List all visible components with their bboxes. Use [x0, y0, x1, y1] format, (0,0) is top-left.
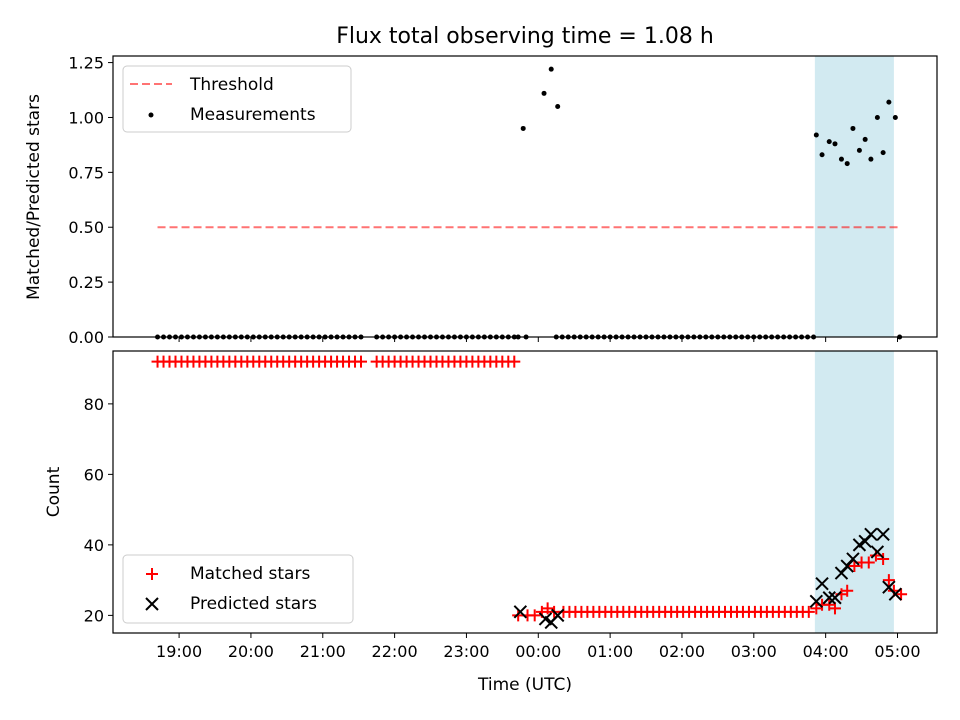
- measurement-point: [892, 114, 898, 120]
- x-tick-label: 04:00: [803, 642, 849, 661]
- highlight-span: [814, 56, 894, 337]
- legend-matched-label: Matched stars: [190, 564, 310, 584]
- x-tick-label: 01:00: [587, 642, 633, 661]
- x-tick-label: 00:00: [515, 642, 561, 661]
- y-tick-label: 80: [84, 395, 104, 414]
- measurement-point: [548, 66, 554, 72]
- legend-matched-marker: [146, 568, 158, 580]
- predicted-star-point: [876, 527, 890, 542]
- bottom-legend: Matched stars Predicted stars: [122, 554, 354, 624]
- measurement-point: [868, 156, 874, 162]
- top-axes-frame: [112, 55, 938, 338]
- top-axes: 0.00 0.25 0.50 0.75 1.00 1.25: [68, 54, 938, 347]
- matched-star-point: [895, 588, 908, 601]
- predicted-star-point: [822, 591, 836, 605]
- y-tick-label: 20: [84, 606, 104, 625]
- chart-title: Flux total observing time = 1.08 h: [336, 24, 714, 49]
- y-tick-label: 0.00: [68, 328, 104, 347]
- matched-star-point: [508, 355, 521, 368]
- x-tick-label: 19:00: [156, 642, 202, 661]
- matched-star-point: [802, 605, 815, 618]
- predicted-star-point: [828, 591, 842, 605]
- measurement-point: [838, 156, 844, 162]
- predicted-star-point: [864, 527, 878, 542]
- measurement-point: [880, 150, 886, 156]
- bottom-axes-frame: [112, 350, 938, 634]
- measurement-point: [541, 90, 547, 96]
- measurement-point: [886, 99, 892, 105]
- x-tick-label: 21:00: [300, 642, 346, 661]
- measurement-point: [844, 161, 850, 167]
- y-tick-label: 0.25: [68, 273, 104, 292]
- predicted-star-point: [815, 576, 829, 591]
- bottom-axes: 20 40 60 80 19:00 20:00 21:00 22:00 23:00 00:00 01…: [84, 350, 938, 661]
- y-tick-label: 1.25: [68, 54, 104, 73]
- bottom-y-axis-label: Count: [44, 466, 64, 517]
- legend-measurements-marker: [148, 112, 154, 118]
- matched-star-point: [355, 355, 368, 368]
- measurement-point: [819, 152, 825, 158]
- x-tick-label: 03:00: [731, 642, 777, 661]
- legend-predicted-label: Predicted stars: [190, 594, 317, 614]
- y-tick-label: 60: [84, 465, 104, 484]
- measurement-point: [856, 147, 862, 153]
- matched-star-point: [877, 552, 890, 565]
- predicted-star-point: [870, 545, 885, 559]
- matched-star-point: [848, 560, 861, 573]
- legend-predicted-marker: [145, 597, 159, 611]
- x-tick-label: 02:00: [659, 642, 705, 661]
- legend-measurements-label: Measurements: [190, 105, 316, 125]
- matched-star-point: [882, 574, 895, 587]
- y-tick-label: 0.75: [68, 163, 104, 182]
- top-y-axis-label: Matched/Predicted stars: [24, 94, 44, 300]
- matched-star-point: [828, 602, 841, 615]
- predicted-star-point: [550, 608, 565, 623]
- legend-threshold-label: Threshold: [189, 75, 274, 95]
- x-tick-label: 20:00: [228, 642, 274, 661]
- y-tick-label: 40: [84, 536, 104, 555]
- measurement-point: [826, 139, 832, 145]
- measurement-point: [862, 136, 868, 142]
- predicted-star-point: [809, 594, 824, 608]
- y-tick-label: 0.50: [68, 218, 104, 237]
- x-tick-label: 05:00: [874, 642, 920, 661]
- measurement-point: [874, 114, 880, 120]
- matched-star-point: [541, 602, 554, 615]
- predicted-star-point: [513, 605, 528, 619]
- measurement-point: [813, 132, 819, 138]
- matched-star-point: [841, 584, 854, 597]
- matched-star-point: [528, 609, 541, 622]
- measurement-point: [832, 141, 838, 147]
- matched-star-point: [862, 556, 875, 569]
- predicted-star-point: [846, 552, 860, 566]
- predicted-star-point: [888, 587, 903, 601]
- x-tick-label: 23:00: [443, 642, 489, 661]
- measurement-point: [555, 103, 561, 109]
- highlight-span: [814, 351, 894, 633]
- y-tick-label: 1.00: [68, 108, 104, 127]
- x-tick-label: 22:00: [372, 642, 418, 661]
- measurement-point: [850, 125, 856, 131]
- measurement-point: [520, 125, 526, 131]
- x-axis-label: Time (UTC): [477, 675, 572, 695]
- top-legend: Threshold Measurements: [122, 65, 352, 133]
